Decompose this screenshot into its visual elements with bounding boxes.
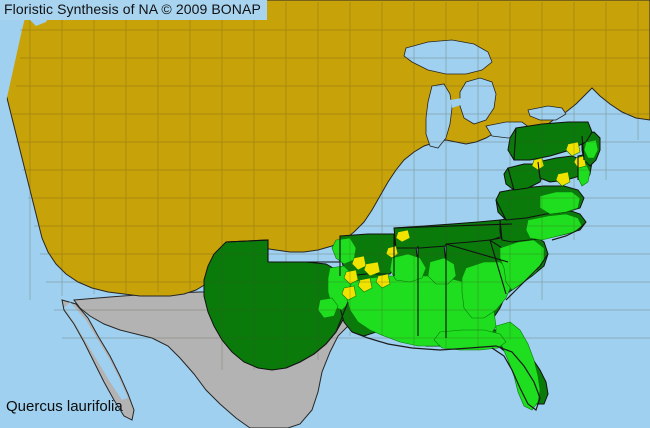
coastline-outline (285, 221, 587, 411)
rare-county-maryland-1 (555, 171, 571, 187)
county-cluster-south-carolina-coastal (499, 239, 545, 291)
rare-county-delmarva-1 (573, 155, 587, 169)
county-cluster-east-texas-2 (331, 237, 357, 265)
great-lakes-connector (450, 98, 464, 108)
rare-county-arkansas-5 (357, 277, 373, 293)
lake-michigan (425, 83, 453, 149)
lake-ontario (527, 105, 567, 121)
county-cluster-virginia-tidewater (539, 191, 581, 215)
rare-county-tennessee-1 (395, 229, 411, 243)
atlantic-coastline-water (352, 122, 650, 428)
county-cluster-georgia-coastal-plain (461, 261, 513, 319)
rare-county-arkansas-4 (375, 273, 391, 289)
county-cluster-new-jersey-pine-barrens (583, 139, 599, 159)
rare-county-louisiana-1 (341, 285, 357, 301)
county-cluster-florida-peninsula (495, 321, 541, 411)
map-title-banner: Floristic Synthesis of NA © 2009 BONAP (0, 0, 267, 20)
rare-county-arkansas-1 (351, 255, 367, 271)
west-virginia-panhandle (503, 163, 545, 191)
pacific-coastline-water (0, 0, 30, 166)
county-rare-yellow (341, 141, 587, 301)
county-cluster-texas-scattered (317, 297, 339, 319)
rare-county-arkansas-3 (343, 269, 359, 285)
lake-superior (403, 39, 493, 75)
rare-county-arkansas-2 (363, 261, 381, 277)
rare-county-arkansas-6 (385, 245, 399, 259)
rare-county-pennsylvania-1 (565, 141, 581, 157)
gulf-of-california-water (64, 302, 128, 400)
county-cluster-mississippi-interior (389, 253, 427, 283)
species-name-label: Quercus laurifolia (6, 398, 123, 415)
county-cluster-florida-panhandle (433, 329, 507, 351)
county-grid-overlay (12, 2, 650, 370)
state-boundaries (225, 127, 585, 338)
